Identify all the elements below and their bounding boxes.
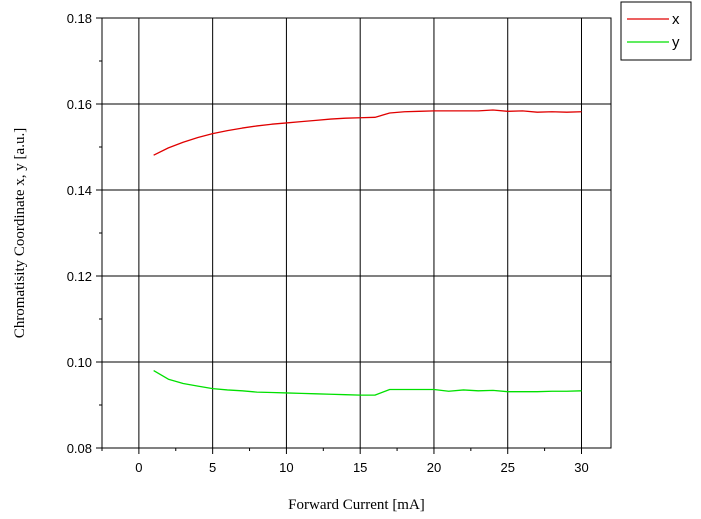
tick-labels: 0 5 10 15 20 25 30 0.08 0.10 0.12 0.14 0.16 0.18 — [67, 11, 589, 475]
x-tick-label-15: 15 — [353, 460, 367, 475]
x-tick-label-20: 20 — [427, 460, 441, 475]
x-tick-label-25: 25 — [500, 460, 514, 475]
y-tick-label-2: 0.12 — [67, 269, 92, 284]
y-axis-title: Chromatisity Coordinate x, y [a.u.] — [12, 128, 28, 338]
plot-frame — [101, 17, 612, 449]
series-line-x — [153, 109, 582, 156]
y-tick-label-0: 0.08 — [67, 441, 92, 456]
x-tick-label-30: 30 — [574, 460, 588, 475]
y-tick-label-1: 0.10 — [67, 355, 92, 370]
grid — [102, 17, 611, 449]
x-axis-title: Forward Current [mA] — [288, 497, 425, 513]
y-tick-label-3: 0.14 — [67, 183, 92, 198]
x-tick-label-10: 10 — [279, 460, 293, 475]
legend-label-x: x — [672, 11, 680, 28]
x-tick-label-0: 0 — [135, 460, 142, 475]
y-tick-label-5: 0.18 — [67, 11, 92, 26]
series-line-y — [153, 370, 582, 396]
legend-label-y: y — [672, 34, 680, 51]
legend: x y — [620, 1, 692, 61]
axis-ticks — [96, 17, 582, 454]
y-tick-label-4: 0.16 — [67, 97, 92, 112]
series-lines — [153, 109, 582, 396]
x-tick-label-5: 5 — [209, 460, 216, 475]
legend-box — [620, 1, 692, 61]
